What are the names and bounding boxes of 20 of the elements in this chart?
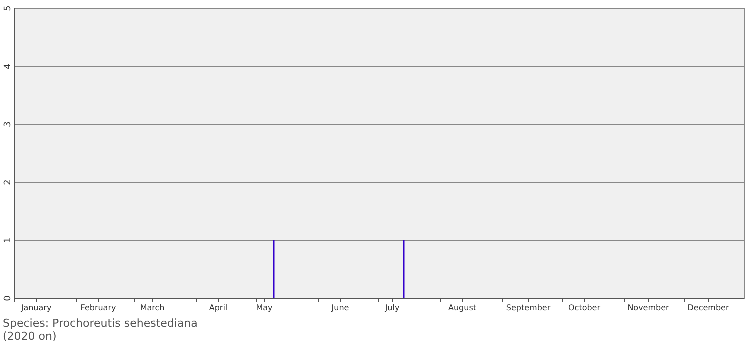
x-tick-label: January <box>20 304 52 312</box>
x-tick-label: April <box>209 304 228 312</box>
text: Species: Prochoreutis sehestediana <box>3 317 198 330</box>
x-tick-label: May <box>256 304 274 312</box>
x-tick-label: September <box>506 304 552 312</box>
x-tick-label: June <box>330 304 350 312</box>
y-tick-label: 3 <box>4 122 14 128</box>
x-tick-label: December <box>688 304 730 312</box>
y-tick-label: 5 <box>4 6 14 12</box>
y-tick-label: 1 <box>4 238 14 244</box>
y-tick-label: 4 <box>4 63 14 70</box>
y-tick-label: 0 <box>4 295 14 302</box>
x-tick-label: October <box>568 304 602 312</box>
x-tick-label: November <box>628 304 670 312</box>
y-tick-label: 2 <box>4 180 14 186</box>
x-tick-label: March <box>140 304 165 312</box>
x-tick-label: August <box>448 304 476 312</box>
x-tick-label: July <box>384 304 400 312</box>
x-tick-label: February <box>80 304 116 312</box>
text: (2020 on) <box>3 330 57 343</box>
